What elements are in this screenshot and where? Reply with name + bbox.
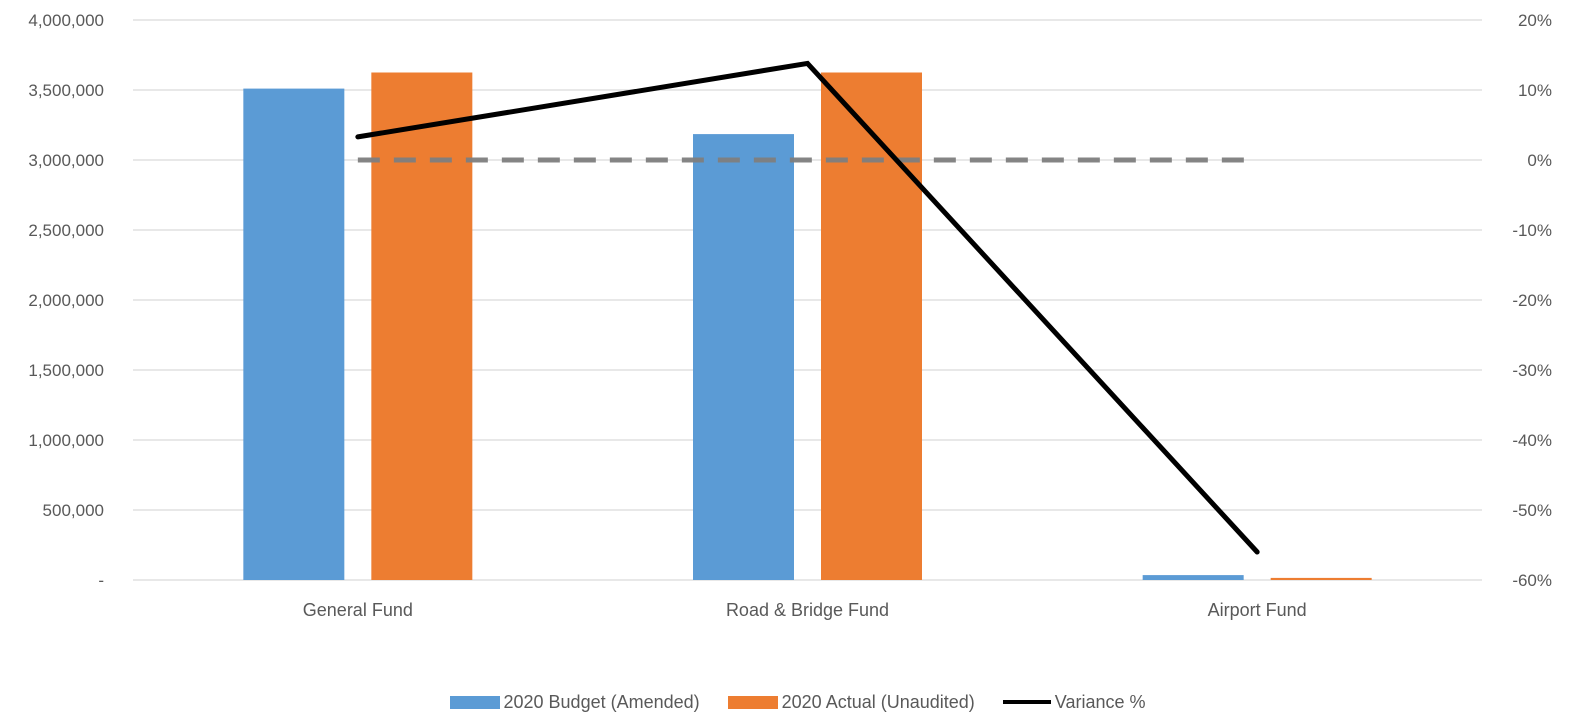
bar-actual bbox=[1270, 577, 1372, 580]
category-label: Road & Bridge Fund bbox=[726, 600, 889, 620]
category-label: Airport Fund bbox=[1208, 600, 1307, 620]
legend-item-variance: Variance % bbox=[1002, 691, 1146, 713]
right-tick-label: -60% bbox=[1512, 571, 1552, 590]
legend-swatch-variance bbox=[1002, 700, 1051, 704]
left-tick-label: 2,500,000 bbox=[28, 221, 104, 240]
category-label: General Fund bbox=[303, 600, 413, 620]
left-tick-label: 1,500,000 bbox=[28, 361, 104, 380]
bar-actual bbox=[821, 72, 922, 580]
legend-label-variance: Variance % bbox=[1054, 691, 1146, 712]
left-tick-label: 3,500,000 bbox=[28, 81, 104, 100]
right-tick-label: -20% bbox=[1512, 291, 1552, 310]
bar-budget bbox=[693, 134, 794, 580]
legend-item-budget: 2020 Budget (Amended) bbox=[449, 691, 700, 713]
legend-label-actual: 2020 Actual (Unaudited) bbox=[781, 691, 975, 712]
left-axis-ticks: - 500,000 1,000,000 1,500,000 2,000,000 2,500… bbox=[28, 11, 104, 590]
legend: 2020 Budget (Amended) 2020 Actual (Unaud… bbox=[0, 688, 1595, 716]
right-tick-label: -40% bbox=[1512, 431, 1552, 450]
legend-swatch-actual bbox=[727, 695, 778, 709]
right-axis-ticks: -60% -50% -40% -30% -20% -10% 0% 10% 20% bbox=[1512, 11, 1552, 590]
right-tick-label: -30% bbox=[1512, 361, 1552, 380]
bar-budget bbox=[243, 88, 345, 580]
legend-label-budget: 2020 Budget (Amended) bbox=[503, 691, 700, 712]
variance-line bbox=[355, 60, 1260, 555]
left-tick-label: - bbox=[98, 571, 104, 590]
left-tick-label: 1,000,000 bbox=[28, 431, 104, 450]
legend-item-actual: 2020 Actual (Unaudited) bbox=[727, 691, 975, 713]
bar-budget bbox=[1142, 575, 1244, 580]
right-tick-label: -10% bbox=[1512, 221, 1552, 240]
right-tick-label: 20% bbox=[1518, 11, 1552, 30]
chart: - 500,000 1,000,000 1,500,000 2,000,000 2,500… bbox=[28, 11, 1552, 620]
right-tick-label: -50% bbox=[1512, 501, 1552, 520]
left-tick-label: 500,000 bbox=[43, 501, 104, 520]
right-tick-label: 0% bbox=[1527, 151, 1552, 170]
bars bbox=[243, 72, 1372, 580]
right-tick-label: 10% bbox=[1518, 81, 1552, 100]
left-tick-label: 2,000,000 bbox=[28, 291, 104, 310]
category-labels: General Fund Road & Bridge Fund Airport Fu… bbox=[303, 600, 1307, 620]
legend-swatch-budget bbox=[449, 695, 500, 709]
bar-actual bbox=[371, 72, 473, 580]
left-tick-label: 4,000,000 bbox=[28, 11, 104, 30]
left-tick-label: 3,000,000 bbox=[28, 151, 104, 170]
variance-polyline bbox=[355, 60, 1260, 555]
